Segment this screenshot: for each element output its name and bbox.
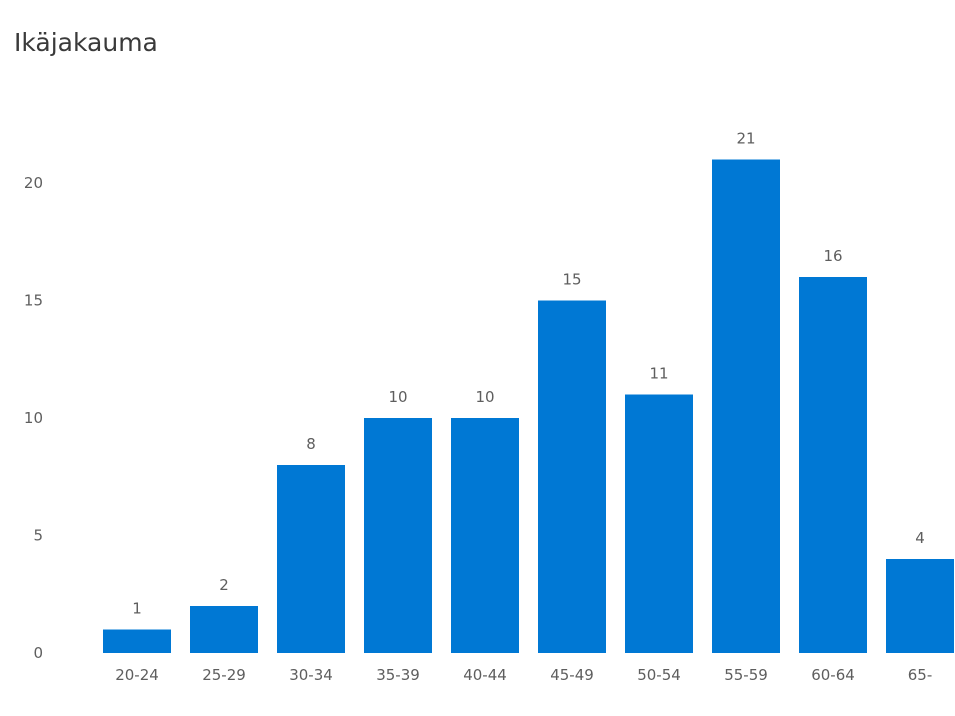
y-tick-label: 0 <box>33 644 43 662</box>
bar-35-39[interactable] <box>364 418 432 653</box>
bar-40-44[interactable] <box>451 418 519 653</box>
data-label: 15 <box>562 271 581 289</box>
data-label: 11 <box>649 365 668 383</box>
data-label: 1 <box>132 600 142 618</box>
data-label: 4 <box>915 529 925 547</box>
bar-55-59[interactable] <box>712 159 780 654</box>
y-tick-label: 20 <box>24 174 43 192</box>
x-axis: 20-24 25-29 30-34 35-39 40-44 45-49 50-54 55-59… <box>115 666 932 684</box>
chart-title: Ikäjakauma <box>14 28 158 57</box>
bar-30-34[interactable] <box>277 465 345 653</box>
data-label: 10 <box>475 388 494 406</box>
data-label: 2 <box>219 576 229 594</box>
bar-20-24[interactable] <box>103 629 171 654</box>
y-axis: 0 5 10 15 20 <box>24 174 43 662</box>
data-label: 16 <box>823 247 842 265</box>
x-tick-label: 60-64 <box>811 666 855 684</box>
x-tick-label: 30-34 <box>289 666 333 684</box>
bar-60-64[interactable] <box>799 277 867 653</box>
y-tick-label: 10 <box>24 409 43 427</box>
x-tick-label: 20-24 <box>115 666 159 684</box>
x-tick-label: 50-54 <box>637 666 681 684</box>
x-tick-label: 35-39 <box>376 666 420 684</box>
x-tick-label: 45-49 <box>550 666 594 684</box>
x-tick-label: 65- <box>908 666 933 684</box>
x-tick-label: 25-29 <box>202 666 246 684</box>
bar-series: 1 2 8 10 10 15 11 21 16 4 <box>103 130 954 654</box>
data-label: 21 <box>736 130 755 148</box>
bar-50-54[interactable] <box>625 394 693 654</box>
bar-25-29[interactable] <box>190 606 258 653</box>
bar-45-49[interactable] <box>538 300 606 654</box>
y-tick-label: 5 <box>33 527 43 545</box>
x-tick-label: 40-44 <box>463 666 507 684</box>
data-label: 10 <box>388 388 407 406</box>
bar-65-[interactable] <box>886 559 954 653</box>
data-label: 8 <box>306 435 316 453</box>
y-tick-label: 15 <box>24 292 43 310</box>
x-tick-label: 55-59 <box>724 666 768 684</box>
